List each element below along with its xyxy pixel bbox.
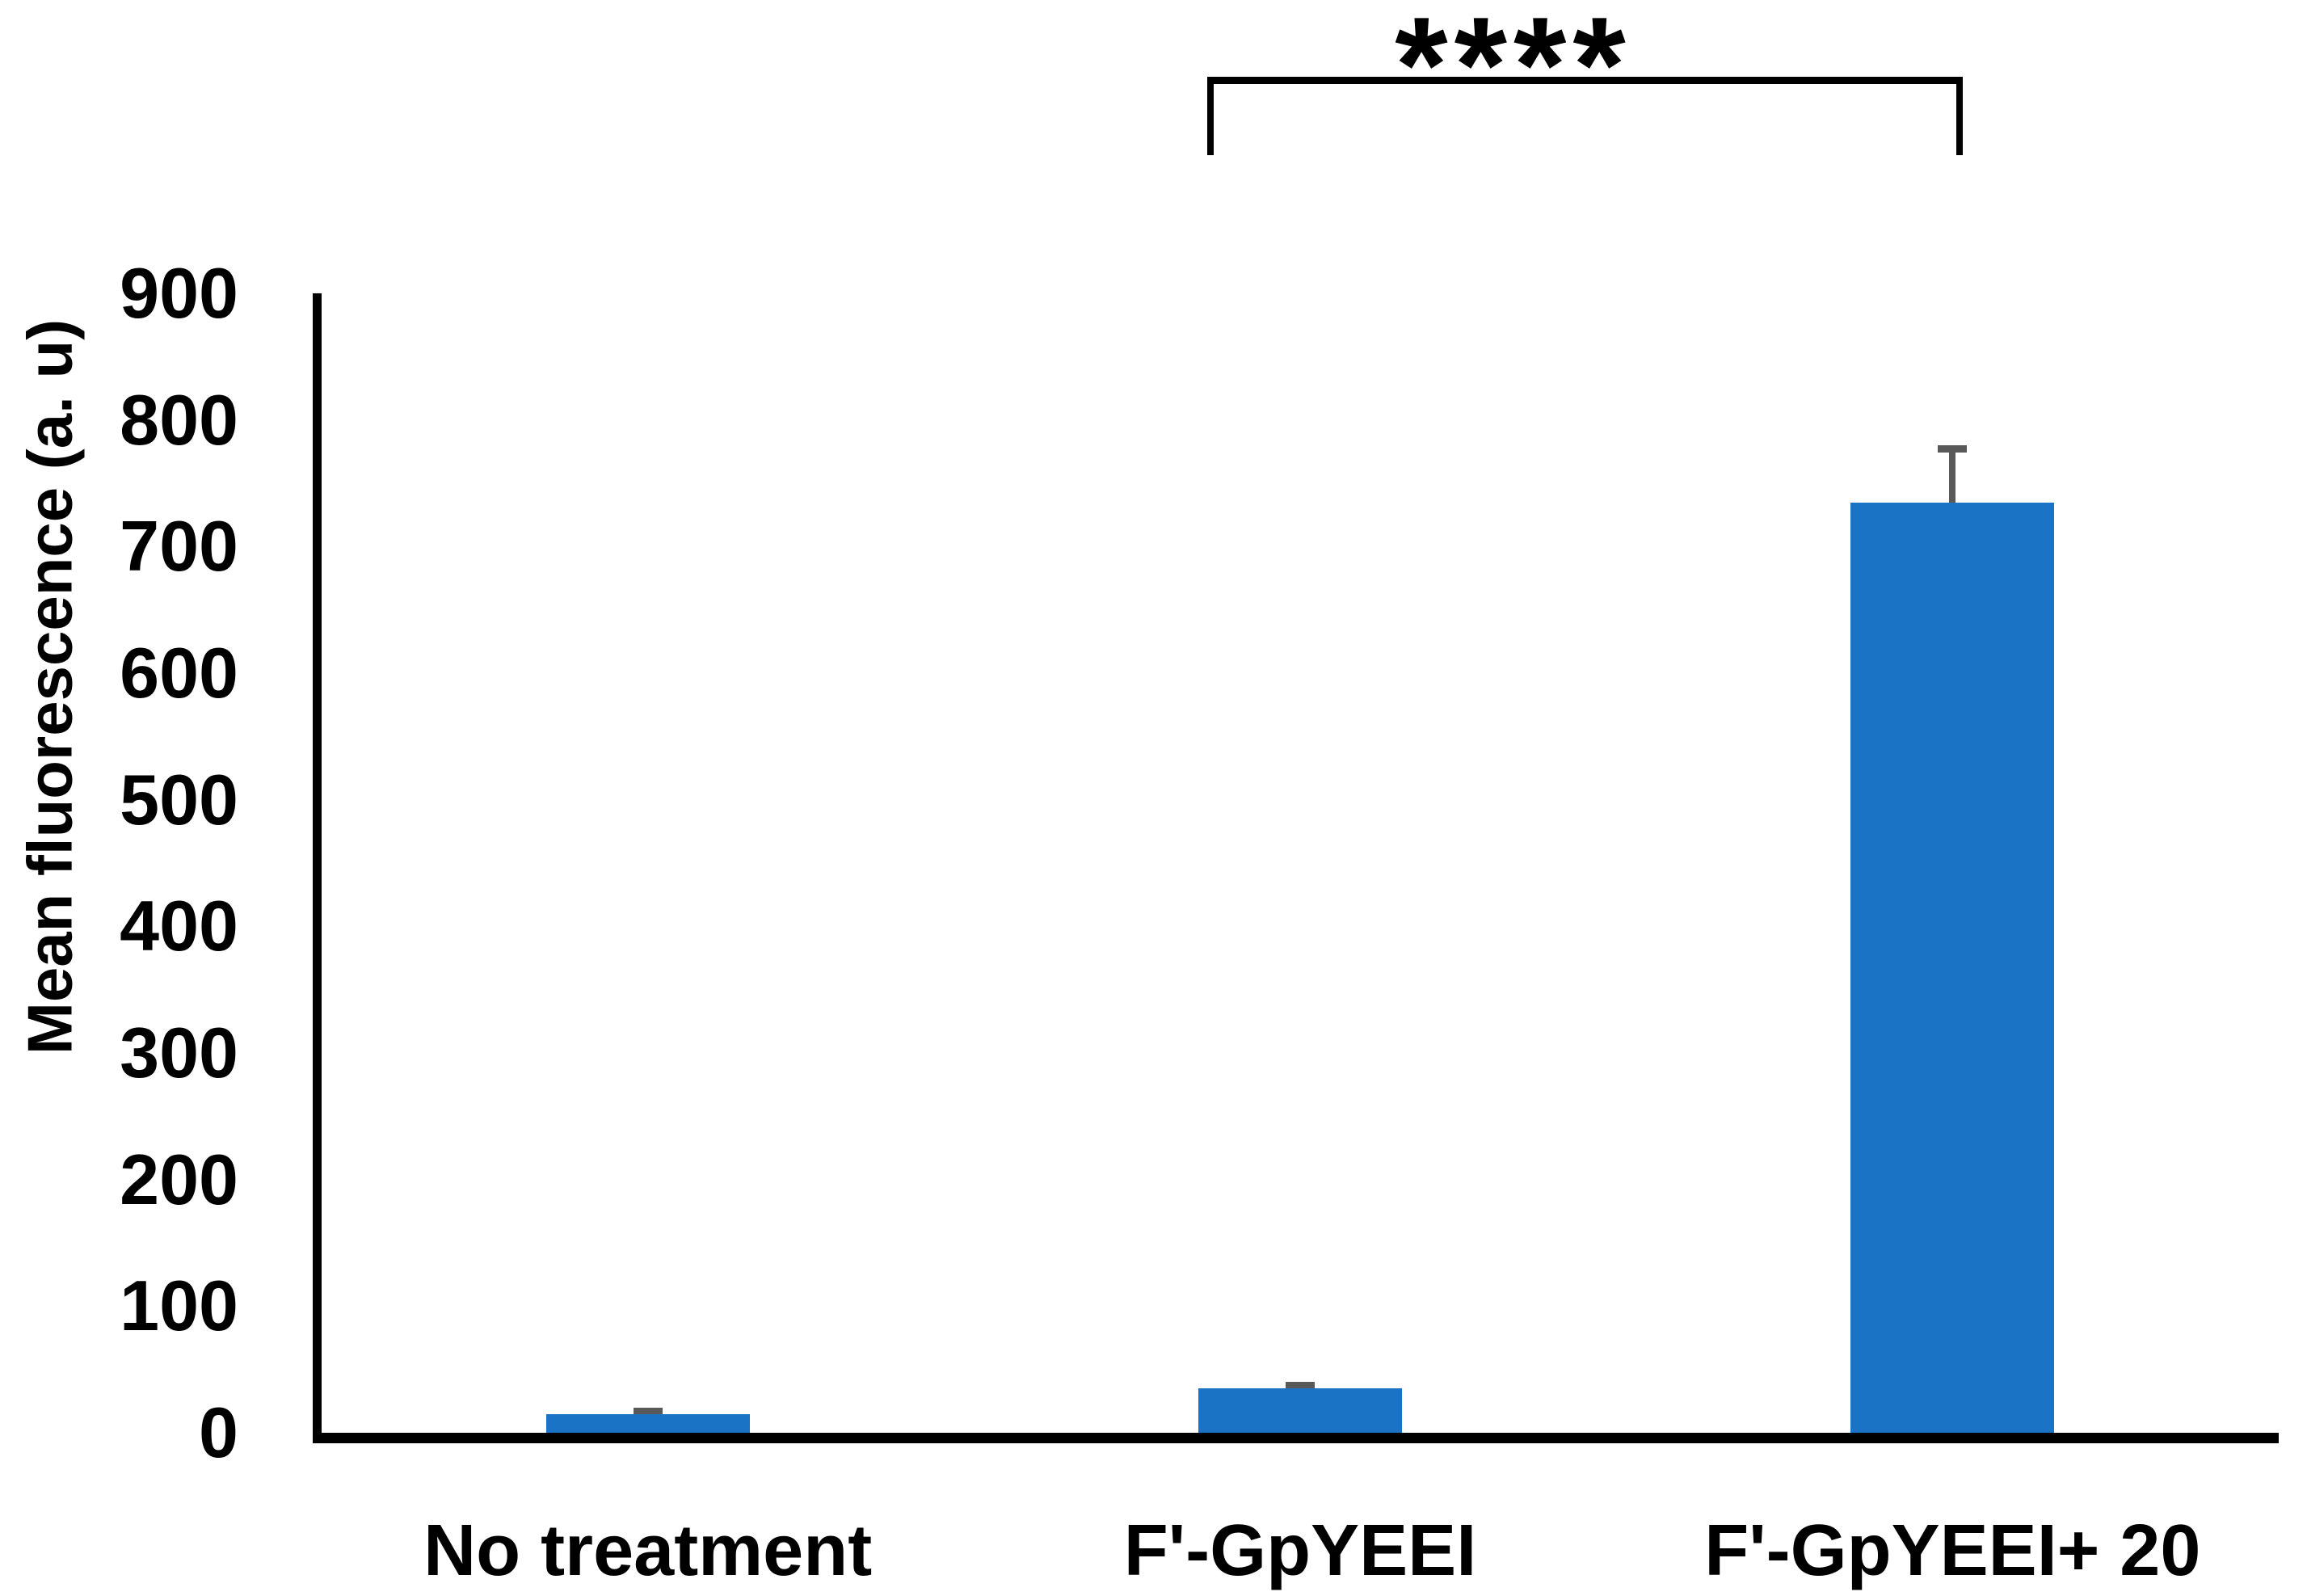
error-bar-cap (1938, 445, 1968, 453)
y-tick-label: 400 (120, 886, 238, 966)
y-tick-label: 500 (120, 759, 238, 840)
significance-bracket (1207, 77, 1963, 155)
bar (1850, 502, 2055, 1433)
x-category-label: F'-GpYEEI (1123, 1510, 1477, 1591)
y-axis-line (313, 293, 322, 1443)
y-tick-label: 800 (120, 379, 238, 460)
x-axis-line (313, 1433, 2279, 1443)
x-category-label: No treatment (423, 1510, 873, 1591)
bar (1198, 1388, 1402, 1433)
error-bar-cap (1286, 1382, 1315, 1390)
y-tick-label: 200 (120, 1139, 238, 1219)
y-tick-label: 700 (120, 506, 238, 587)
y-tick-label: 300 (120, 1013, 238, 1093)
y-tick-label: 0 (199, 1392, 238, 1472)
error-bar-cap (633, 1407, 663, 1415)
y-tick-label: 900 (120, 253, 238, 333)
bar (545, 1413, 750, 1433)
y-tick-label: 100 (120, 1265, 238, 1346)
x-category-label: F'-GpYEEI+ 20 (1704, 1510, 2201, 1591)
y-tick-label: 600 (120, 633, 238, 713)
significance-stars-label: **** (1395, 0, 1632, 141)
error-bar-line (1949, 448, 1956, 503)
